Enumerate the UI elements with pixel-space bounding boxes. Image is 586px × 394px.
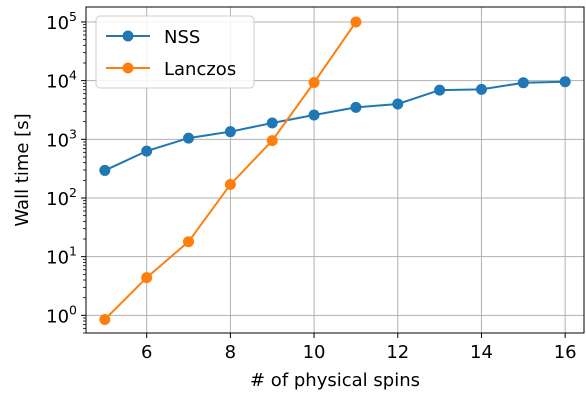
data-point — [183, 236, 195, 248]
x-tick-label: 16 — [554, 342, 577, 363]
y-tick-label: 103 — [46, 126, 77, 151]
data-point — [224, 126, 236, 138]
y-tick-label: 101 — [46, 244, 77, 269]
data-point — [308, 76, 320, 88]
series-line — [104, 80, 566, 172]
data-point — [141, 272, 153, 284]
x-tick-label: 6 — [141, 342, 152, 363]
legend-marker — [122, 30, 134, 42]
legend-label: Lanczos — [164, 59, 236, 80]
tick-marks — [81, 21, 566, 338]
legend: NSS Lanczos — [95, 15, 255, 89]
y-tick-label: 104 — [46, 68, 77, 93]
data-point — [224, 178, 236, 190]
y-tick-label: 102 — [46, 185, 77, 210]
x-tick-label: 14 — [470, 342, 493, 363]
legend-entry: NSS — [106, 27, 200, 48]
legend-box — [95, 15, 255, 89]
data-point — [559, 76, 571, 88]
data-point — [141, 145, 153, 157]
data-point — [266, 135, 278, 147]
x-tick-label: 10 — [303, 342, 326, 363]
data-point — [183, 132, 195, 144]
data-point — [99, 164, 111, 176]
data-point — [475, 83, 487, 95]
legend-entry: Lanczos — [106, 59, 236, 80]
data-point — [434, 84, 446, 96]
legend-marker — [122, 62, 134, 74]
series-lanczos — [99, 16, 362, 325]
legend-label: NSS — [164, 27, 200, 48]
data-point — [517, 77, 529, 89]
y-axis-label: Wall time [s] — [12, 113, 33, 226]
data-point — [350, 16, 362, 28]
x-tick-label: 8 — [225, 342, 236, 363]
x-tick-label: 12 — [386, 342, 409, 363]
tick-labels: 6 8 10 12 14 16 100 101 102 103 104 105 — [46, 9, 576, 363]
y-tick-label: 105 — [46, 9, 77, 34]
x-axis-label: # of physical spins — [250, 370, 420, 391]
data-point — [350, 101, 362, 113]
data-point — [392, 98, 404, 110]
data-point — [308, 109, 320, 121]
data-point — [99, 313, 111, 325]
y-tick-label: 100 — [46, 302, 77, 327]
data-point — [266, 117, 278, 129]
series-layer — [99, 16, 571, 325]
series-nss — [99, 76, 571, 176]
